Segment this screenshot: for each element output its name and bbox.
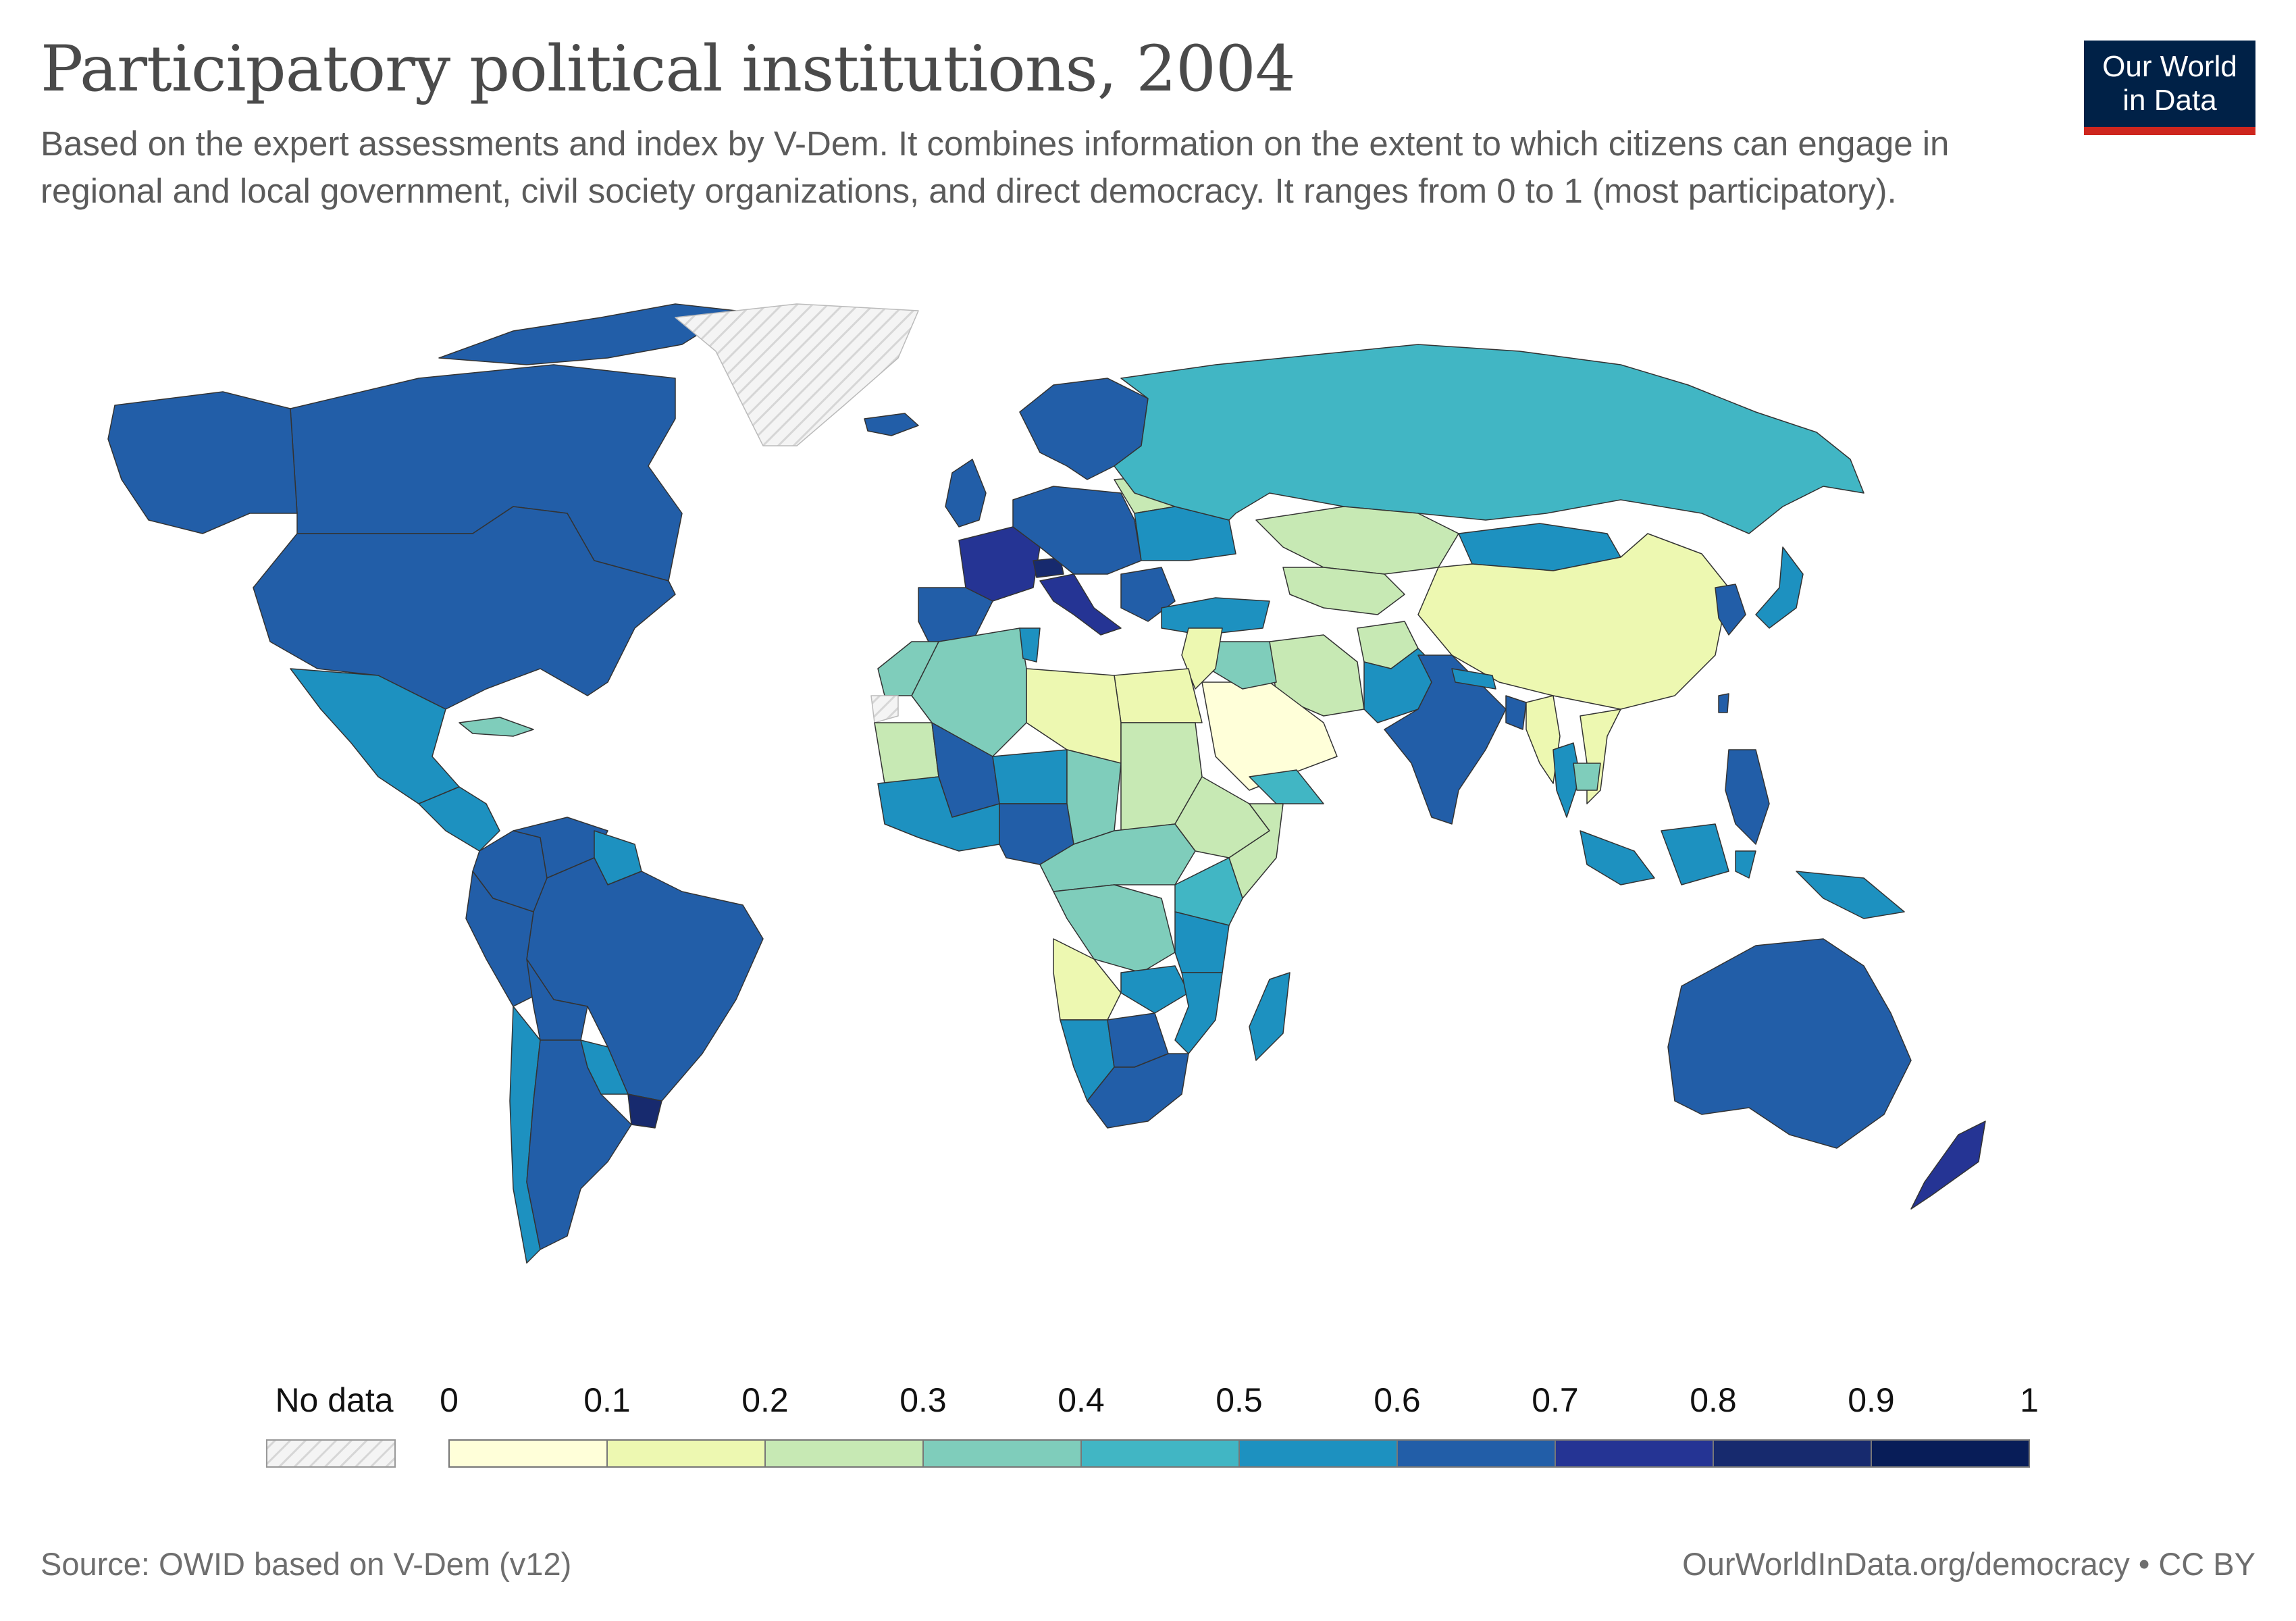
region-egypt[interactable]	[1114, 668, 1203, 723]
region-taiwan[interactable]	[1718, 693, 1729, 713]
source-url[interactable]: OurWorldInData.org/democracy • CC BY	[1682, 1546, 2255, 1582]
legend-bin-8[interactable]	[1713, 1439, 1872, 1468]
legend-bin-1[interactable]	[606, 1439, 766, 1468]
region-dr-congo[interactable]	[1053, 884, 1176, 973]
region-niger[interactable]	[992, 749, 1068, 804]
region-syria-and-jordan[interactable]	[1181, 627, 1223, 690]
region-zambia[interactable]	[1120, 965, 1189, 1014]
region-uruguay[interactable]	[627, 1093, 662, 1129]
region-central-asia[interactable]	[1282, 567, 1405, 615]
legend-tick-6: 0.6	[1374, 1381, 1421, 1419]
legend-bin-7[interactable]	[1555, 1439, 1714, 1468]
legend-bin-2[interactable]	[764, 1439, 924, 1468]
region-cambodia[interactable]	[1573, 763, 1601, 791]
region-yemen[interactable]	[1249, 769, 1324, 804]
region-bangladesh[interactable]	[1505, 695, 1527, 730]
region-nepal[interactable]	[1451, 668, 1496, 690]
region-morocco[interactable]	[877, 641, 939, 696]
logo-red-bar	[2084, 127, 2255, 135]
legend-bin-9[interactable]	[1871, 1439, 2030, 1468]
legend-bin-5[interactable]	[1238, 1439, 1398, 1468]
legend-tick-9: 0.9	[1848, 1381, 1895, 1419]
region-australia[interactable]	[1667, 938, 1912, 1149]
region-new-zealand[interactable]	[1910, 1121, 1986, 1210]
region-china[interactable]	[1417, 533, 1729, 710]
region-switzerland[interactable]	[1033, 557, 1064, 578]
source-note: Source: OWID based on V-Dem (v12)	[41, 1546, 572, 1582]
region-japan[interactable]	[1755, 546, 1804, 629]
legend-bin-6[interactable]	[1397, 1439, 1556, 1468]
region-united-kingdom[interactable]	[945, 459, 987, 528]
region-mauritania[interactable]	[874, 722, 939, 784]
legend-tick-5: 0.5	[1216, 1381, 1263, 1419]
region-russia[interactable]	[1114, 344, 1864, 534]
legend-no-data-swatch	[266, 1439, 396, 1468]
region-chad[interactable]	[1066, 749, 1122, 845]
region-thailand[interactable]	[1553, 742, 1581, 818]
region-papua-new-guinea[interactable]	[1796, 871, 1905, 919]
region-indonesia[interactable]	[1580, 823, 1756, 885]
region-iceland[interactable]	[864, 413, 919, 436]
region-alaska[interactable]	[107, 391, 298, 534]
region-paraguay[interactable]	[580, 1039, 629, 1095]
logo-line-1: Our World	[2102, 50, 2237, 83]
logo-line-2: in Data	[2122, 84, 2217, 117]
region-korea[interactable]	[1715, 584, 1746, 636]
region-madagascar[interactable]	[1249, 972, 1290, 1061]
region-myanmar[interactable]	[1525, 695, 1561, 784]
color-legend: No data 0 0.1 0.2 0.3 0.4 0.5 0.6 0.7 0.8 0.9 1	[266, 1381, 2039, 1468]
legend-bin-4[interactable]	[1080, 1439, 1240, 1468]
owid-logo[interactable]: Our World in Data	[2084, 41, 2255, 135]
chart-title: Participatory political institutions, 20…	[41, 32, 1296, 106]
legend-tick-10: 1	[2020, 1381, 2039, 1419]
region-greenland[interactable]	[675, 303, 919, 446]
legend-bin-0[interactable]	[448, 1439, 608, 1468]
world-map	[107, 303, 1986, 1264]
legend-tick-4: 0.4	[1058, 1381, 1105, 1419]
region-india[interactable]	[1384, 654, 1507, 825]
region-united-states[interactable]	[253, 506, 676, 710]
legend-tick-8: 0.8	[1690, 1381, 1737, 1419]
region-kazakhstan[interactable]	[1255, 506, 1459, 575]
legend-no-data-label: No data	[275, 1381, 393, 1419]
legend-tick-0: 0	[440, 1381, 459, 1419]
region-western-sahara[interactable]	[870, 695, 899, 723]
region-arabian-peninsula[interactable]	[1201, 681, 1338, 791]
region-italy[interactable]	[1039, 573, 1122, 636]
region-south-africa[interactable]	[1087, 1053, 1189, 1129]
legend-tick-1: 0.1	[583, 1381, 631, 1419]
chart-subtitle: Based on the expert assessments and inde…	[41, 124, 1950, 210]
legend-tick-3: 0.3	[899, 1381, 947, 1419]
legend-tick-7: 0.7	[1532, 1381, 1579, 1419]
region-philippines[interactable]	[1725, 749, 1770, 845]
legend-tick-2: 0.2	[741, 1381, 789, 1419]
region-libya[interactable]	[1026, 668, 1122, 764]
region-cuba[interactable]	[459, 717, 534, 737]
region-tunisia[interactable]	[1019, 627, 1041, 663]
region-central-america[interactable]	[418, 786, 500, 852]
region-turkey[interactable]	[1161, 597, 1270, 636]
legend-bin-3[interactable]	[922, 1439, 1082, 1468]
